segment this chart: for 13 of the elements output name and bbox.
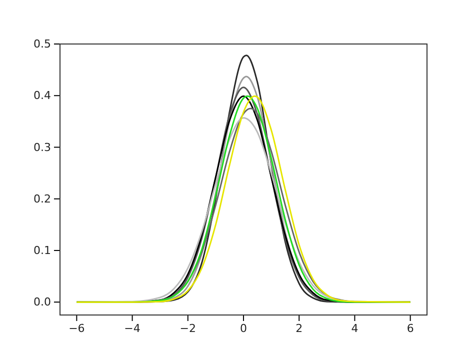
x-tick-label: 6 bbox=[406, 322, 414, 335]
y-tick-label: 0.1 bbox=[34, 244, 51, 257]
y-tick-label: 0.5 bbox=[34, 38, 51, 51]
y-tick-label: 0.2 bbox=[34, 192, 51, 206]
x-tick-label: −4 bbox=[124, 322, 140, 335]
y-tick-label: 0.0 bbox=[34, 296, 51, 309]
x-tick-label: 4 bbox=[351, 322, 358, 335]
y-tick-label: 0.4 bbox=[34, 89, 51, 102]
x-tick-label: −6 bbox=[68, 322, 85, 335]
y-tick-label: 0.3 bbox=[34, 140, 51, 154]
x-tick-label: 0 bbox=[240, 322, 247, 335]
x-tick-label: −2 bbox=[180, 322, 196, 335]
x-tick-label: 2 bbox=[296, 322, 303, 335]
